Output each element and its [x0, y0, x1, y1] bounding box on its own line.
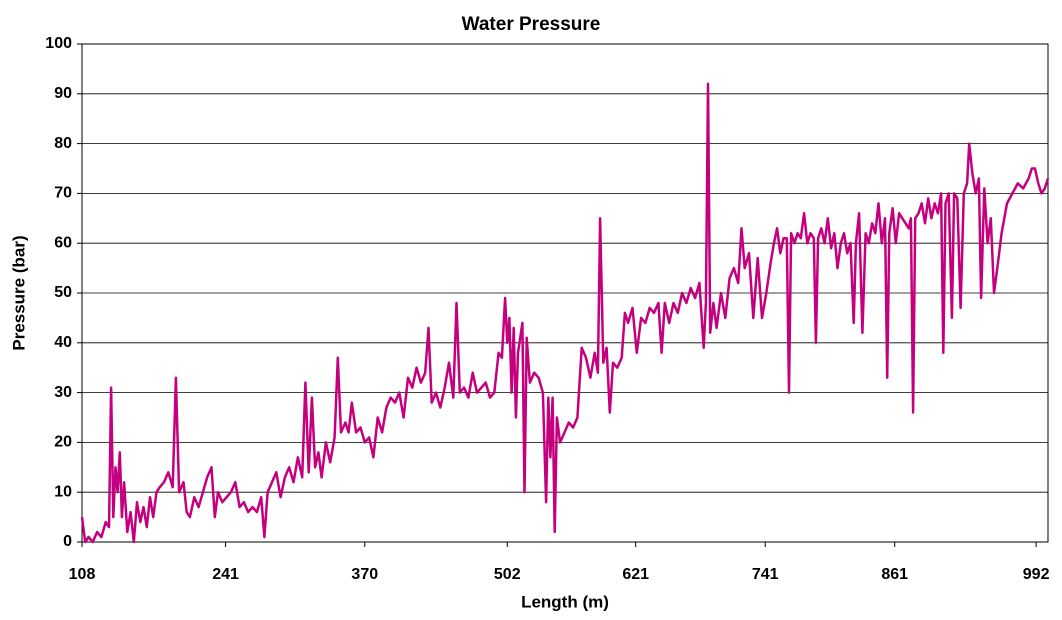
y-tick-label: 80	[54, 135, 72, 152]
y-tick-label: 60	[54, 234, 72, 251]
y-tick-label: 30	[54, 384, 72, 401]
y-tick-label: 20	[54, 434, 72, 451]
y-tick-label: 10	[54, 483, 72, 500]
x-tick-label: 741	[752, 566, 779, 583]
x-tick-label: 621	[622, 566, 649, 583]
x-axis-label: Length (m)	[521, 592, 609, 611]
x-tick-label: 502	[494, 566, 521, 583]
y-tick-label: 0	[63, 533, 72, 550]
x-tick-label: 861	[881, 566, 908, 583]
y-tick-label: 70	[54, 185, 72, 202]
y-tick-label: 40	[54, 334, 72, 351]
x-tick-label: 108	[69, 566, 96, 583]
y-tick-label: 50	[54, 284, 72, 301]
x-tick-label: 241	[212, 566, 239, 583]
data-line	[80, 82, 1050, 544]
x-tick-label: 370	[351, 566, 378, 583]
y-axis-label: Pressure (bar)	[9, 235, 28, 350]
plot-frame	[81, 43, 1049, 543]
chart-title: Water Pressure	[462, 14, 601, 35]
x-tick-label: 992	[1023, 566, 1050, 583]
y-tick-label: 90	[54, 85, 72, 102]
y-tick-label: 100	[45, 35, 72, 52]
